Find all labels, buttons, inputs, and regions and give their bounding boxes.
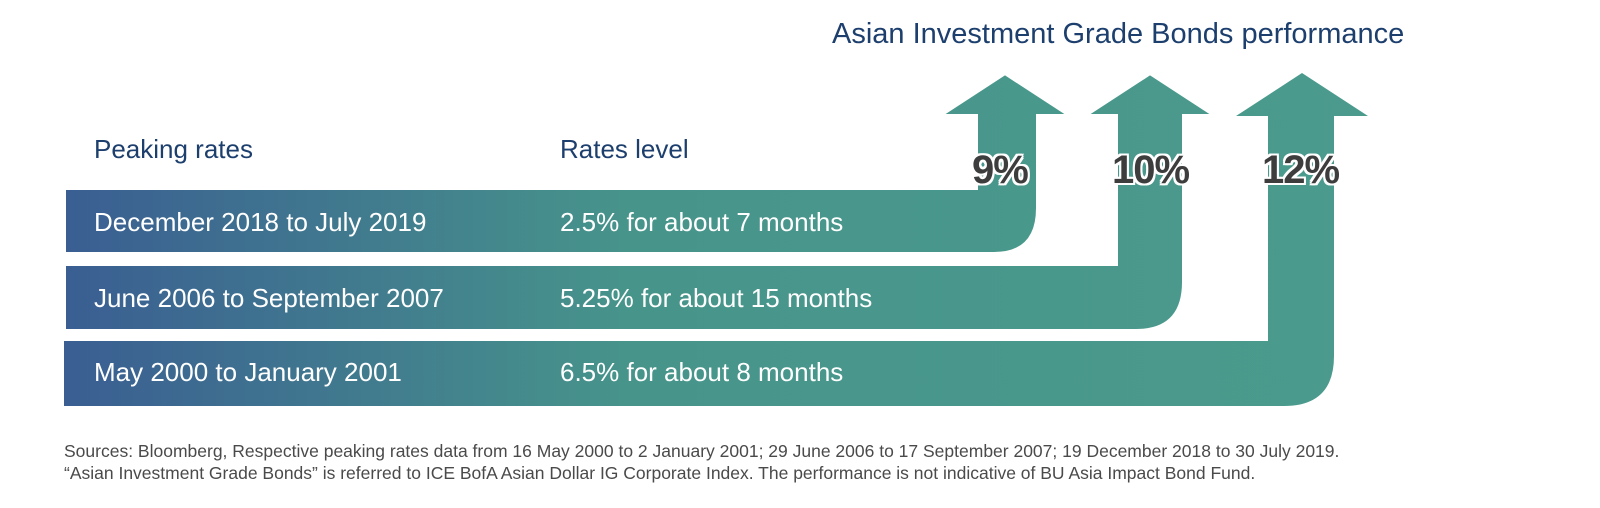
sources-note: Sources: Bloomberg, Respective peaking r… <box>64 440 1594 484</box>
arrow-row-2 <box>62 70 1223 333</box>
arrow-row-3 <box>64 73 1368 406</box>
row-1-level: 2.5% for about 7 months <box>560 207 844 237</box>
row-2-period: June 2006 to September 2007 <box>94 283 444 313</box>
sources-line-1: Sources: Bloomberg, Respective peaking r… <box>64 441 1340 461</box>
column-header-period: Peaking rates <box>94 134 253 164</box>
arrow-row-1 <box>62 70 1078 256</box>
performance-label-row-1: 9% <box>972 148 1029 192</box>
row-2-level: 5.25% for about 15 months <box>560 283 873 313</box>
row-3-period: May 2000 to January 2001 <box>94 357 402 387</box>
row-3-level: 6.5% for about 8 months <box>560 357 844 387</box>
performance-label-row-3: 12% <box>1262 148 1340 192</box>
chart-title: Asian Investment Grade Bonds performance <box>832 18 1405 50</box>
column-header-level: Rates level <box>560 134 689 164</box>
row-1-period: December 2018 to July 2019 <box>94 207 427 237</box>
performance-label-row-2: 10% <box>1112 148 1190 192</box>
sources-line-2: “Asian Investment Grade Bonds” is referr… <box>64 463 1256 483</box>
